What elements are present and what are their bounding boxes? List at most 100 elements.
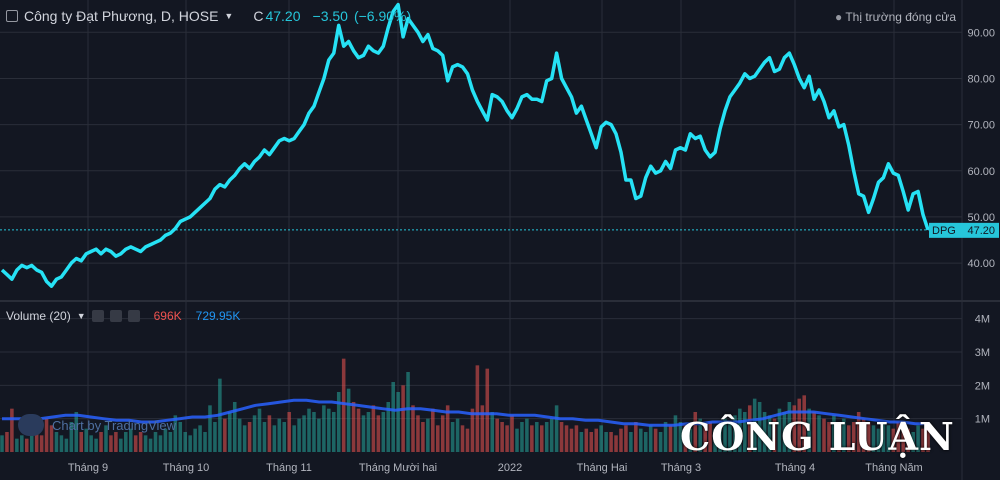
volume-bar: [500, 422, 504, 452]
time-tick-label: Tháng 3: [661, 462, 701, 474]
volume-bar: [128, 428, 133, 452]
volume-bar: [634, 422, 638, 452]
volume-bar: [564, 425, 569, 452]
status-dot-icon: ●: [834, 10, 843, 24]
volume-bar: [366, 412, 371, 452]
volume-bar: [193, 428, 197, 452]
volume-bar: [416, 415, 420, 452]
volume-bar: [916, 425, 920, 452]
volume-bar: [792, 405, 797, 452]
volume-bar: [797, 398, 802, 452]
volume-bar: [658, 432, 663, 452]
chevron-down-icon[interactable]: ▼: [76, 311, 86, 321]
volume-bar: [549, 418, 554, 452]
volume-bar: [173, 415, 178, 452]
time-axis[interactable]: Tháng 9 Tháng 10 Tháng 11 Tháng Mười hai 202…: [68, 462, 923, 474]
volume-bar: [648, 425, 653, 452]
volume-bar: [678, 422, 683, 452]
chart-header: Công ty Đạt Phương, D, HOSE ▼ C 47.20 −3…: [6, 8, 411, 24]
volume-bar: [629, 432, 633, 452]
volume-bar: [99, 432, 103, 452]
volume-bars: [0, 358, 930, 452]
volume-bar: [906, 428, 910, 452]
volume-bar: [762, 412, 767, 452]
volume-bar: [881, 422, 886, 452]
volume-bar: [856, 412, 861, 452]
volume-ma-line: [2, 398, 928, 427]
market-status-text: Thị trường đóng cửa: [845, 10, 956, 24]
last-price-tag: DPG 47.20: [929, 222, 999, 238]
volume-bar: [530, 425, 534, 452]
volume-bar: [668, 425, 673, 452]
volume-tick-label: 2M: [975, 380, 990, 392]
volume-bar: [119, 438, 123, 452]
volume-bar: [262, 422, 267, 452]
change-percent: (−6.90%): [353, 8, 412, 24]
volume-bar: [866, 422, 871, 452]
symbol-title[interactable]: Công ty Đạt Phương, D, HOSE: [24, 8, 219, 24]
volume-bar: [426, 418, 430, 452]
volume-bar: [584, 428, 589, 452]
volume-bar: [807, 408, 811, 452]
volume-legend: Volume (20) ▼ 696K 729.95K: [6, 309, 240, 323]
volume-bar: [59, 435, 64, 452]
volume-bar: [5, 432, 9, 452]
volume-bar: [54, 432, 59, 452]
volume-tick-label: 1M: [975, 414, 990, 426]
time-tick-label: Tháng Mười hai: [359, 462, 437, 474]
volume-bar: [396, 392, 400, 452]
volume-bar: [728, 422, 732, 452]
chevron-down-icon[interactable]: ▼: [224, 11, 234, 21]
volume-bar: [15, 438, 19, 452]
volume-bar: [520, 422, 524, 452]
last-price-tag-ticker: DPG: [932, 225, 956, 237]
settings-icon[interactable]: [109, 310, 122, 322]
volume-bar: [554, 405, 559, 452]
close-value: 47.20: [265, 8, 301, 24]
volume-bar: [297, 418, 301, 452]
tradingview-branding[interactable]: Chart by TradingView: [18, 414, 176, 436]
volume-bar: [871, 425, 876, 452]
volume-bar: [89, 435, 93, 452]
volume-bar: [896, 422, 901, 452]
volume-bar: [292, 425, 296, 452]
collapse-icon[interactable]: [6, 10, 18, 22]
volume-bar: [351, 402, 356, 452]
volume-bar: [505, 425, 509, 452]
time-tick-label: Tháng Năm: [865, 462, 922, 474]
volume-bar: [79, 432, 84, 452]
volume-bar: [455, 418, 460, 452]
volume-bar: [356, 408, 361, 452]
price-axis[interactable]: 40.00 50.00 60.00 70.00 80.00 90.00: [967, 27, 995, 270]
volume-bar: [861, 418, 866, 452]
volume-bar: [178, 422, 183, 452]
volume-bar: [698, 418, 702, 452]
volume-bar: [683, 425, 688, 452]
volume-bar: [148, 438, 153, 452]
change-value: −3.50: [312, 8, 348, 24]
volume-bar: [822, 418, 826, 452]
time-tick-label: Tháng 11: [266, 462, 312, 474]
close-icon[interactable]: [127, 310, 140, 322]
eye-icon[interactable]: [91, 310, 104, 322]
volume-bar: [282, 422, 287, 452]
volume-bar: [465, 428, 470, 452]
volume-bar: [69, 422, 74, 452]
volume-bar: [168, 432, 173, 452]
volume-bar: [257, 408, 262, 452]
price-tick-label: 60.00: [967, 166, 995, 178]
volume-bar: [272, 425, 277, 452]
volume-bar: [559, 422, 564, 452]
volume-bar: [772, 418, 777, 452]
volume-bar: [787, 402, 792, 452]
volume-bar: [376, 415, 381, 452]
volume-bar: [208, 405, 212, 452]
volume-legend-label[interactable]: Volume (20): [6, 309, 71, 323]
volume-bar: [643, 432, 648, 452]
time-tick-label: Tháng 9: [68, 462, 108, 474]
volume-axis[interactable]: 1M 2M 3M 4M: [975, 314, 990, 426]
volume-bar: [911, 432, 915, 452]
volume-bar: [336, 392, 341, 452]
